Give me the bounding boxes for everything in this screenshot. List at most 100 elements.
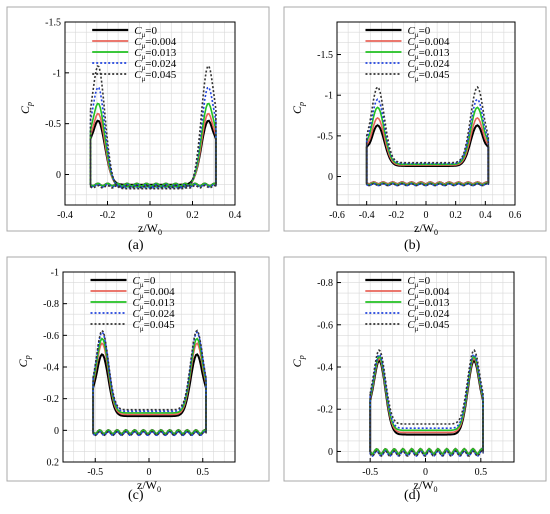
legend-label-symbol: C — [133, 308, 141, 320]
legend-label-value: =0.024 — [144, 308, 175, 320]
y-tick-label: 0.2 — [47, 458, 60, 469]
y-tick-label: -0.4 — [43, 363, 59, 374]
x-tick-label: -0.5 — [362, 467, 378, 478]
legend-label: Cμ=0.004 — [133, 286, 176, 300]
x-tick-label: -0.2 — [100, 210, 116, 221]
legend-label-sub: μ — [142, 75, 146, 83]
legend-label-sub: μ — [140, 303, 144, 311]
caption-d: (d) — [404, 488, 421, 503]
y-tick-label: -0.2 — [43, 394, 59, 405]
y-tick-label: 0 — [328, 447, 333, 458]
legend-label-sub: μ — [415, 53, 419, 61]
legend-label-symbol: C — [407, 47, 415, 59]
legend-label: Cμ=0.013 — [407, 297, 450, 311]
legend-label-sub: μ — [140, 292, 144, 300]
legend-label-symbol: C — [407, 69, 415, 81]
legend-label-sub: μ — [140, 281, 144, 289]
legend-label: Cμ=0 — [407, 275, 430, 289]
legend-label-value: =0.013 — [145, 47, 176, 59]
y-tick-label: -1.5 — [317, 50, 333, 61]
y-tick-label: -0.5 — [45, 119, 61, 130]
legend-label-sub: μ — [415, 75, 419, 83]
y-tick-label: -0.8 — [43, 299, 59, 310]
legend-label-value: =0.045 — [419, 69, 450, 81]
legend-label-value: =0.024 — [145, 58, 176, 70]
legend-label-value: =0.045 — [144, 319, 175, 331]
legend-label-sub: μ — [415, 292, 419, 300]
x-tick-label: 0.4 — [479, 210, 492, 221]
y-tick-label: 0 — [56, 170, 61, 181]
legend-label-sub: μ — [142, 42, 146, 50]
series-line-3 — [89, 86, 217, 189]
legend-label-sub: μ — [142, 53, 146, 61]
legend-label-symbol: C — [407, 25, 415, 37]
y-tick-label: -0.2 — [317, 405, 333, 416]
series-line-0 — [369, 359, 484, 456]
x-axis-label: z/W0 — [137, 478, 161, 494]
legend-label-value: =0.045 — [418, 319, 449, 331]
y-axis-label: Cp — [18, 102, 34, 114]
legend-label-value: =0.004 — [144, 286, 175, 298]
x-tick-label: 0.2 — [186, 210, 199, 221]
panel-frame — [6, 6, 270, 232]
x-tick-label: 0 — [423, 467, 428, 478]
legend-label-symbol: C — [407, 286, 415, 298]
legend-label-value: =0.024 — [419, 58, 450, 70]
x-tick-label: 0.5 — [197, 467, 210, 478]
series-group — [89, 65, 217, 190]
y-axis-label-sub: p — [23, 355, 32, 360]
x-axis-label-sub: 0 — [157, 485, 161, 494]
x-tick-label: 0.5 — [475, 467, 488, 478]
y-tick-label: 0 — [54, 426, 59, 437]
x-tick-label: 0 — [147, 467, 152, 478]
legend-label-symbol: C — [407, 36, 415, 48]
legend-label: Cμ=0.004 — [407, 36, 450, 50]
grid — [65, 22, 235, 205]
legend-label-sub: μ — [415, 303, 419, 311]
legend-label-symbol: C — [134, 47, 142, 59]
legend-label-sub: μ — [142, 64, 146, 72]
legend-label-symbol: C — [407, 308, 415, 320]
legend-label-value: =0.004 — [419, 36, 450, 48]
y-tick-label: -1 — [51, 268, 59, 279]
legend-label-value: =0.004 — [145, 36, 176, 48]
legend-label-value: =0 — [418, 275, 430, 287]
x-tick-label: -0.4 — [359, 210, 375, 221]
y-tick-label: -1.5 — [45, 18, 61, 29]
x-axis-label: z/W0 — [414, 221, 438, 237]
x-tick-label: 0 — [148, 210, 153, 221]
x-tick-label: -0.2 — [388, 210, 404, 221]
x-axis-label: z/W0 — [414, 478, 438, 494]
x-axis-label-sub: 0 — [434, 485, 438, 494]
legend-label: Cμ=0.024 — [134, 58, 177, 72]
x-tick-label: -0.6 — [329, 210, 345, 221]
x-axis-label-sub: 0 — [158, 228, 162, 237]
legend-label-sub: μ — [415, 31, 419, 39]
legend-label-symbol: C — [134, 36, 142, 48]
legend-label: Cμ=0 — [133, 275, 156, 289]
series-line-0 — [92, 353, 207, 435]
legend-label: Cμ=0.045 — [134, 69, 177, 83]
y-axis-label: Cp — [290, 355, 306, 367]
legend-label: Cμ=0.013 — [134, 47, 177, 61]
x-tick-label: 0.4 — [229, 210, 242, 221]
y-axis-label: Cp — [290, 102, 306, 114]
legend-label: Cμ=0.004 — [134, 36, 177, 50]
legend-label-sub: μ — [415, 314, 419, 322]
legend-label-sub: μ — [140, 314, 144, 322]
legend-label-value: =0 — [145, 25, 157, 37]
legend-label-sub: μ — [415, 281, 419, 289]
legend-label-symbol: C — [407, 275, 415, 287]
legend-label: Cμ=0 — [134, 25, 157, 39]
panel-frame — [283, 6, 547, 232]
legend-label-symbol: C — [407, 297, 415, 309]
caption-b: (b) — [404, 238, 421, 253]
chart-panel-1: -0.6 -0.4 -0.2 0 0.2 0.4 0.6-1.5-1-0.50z/W0CpC… — [283, 6, 547, 237]
y-tick-label: -1 — [325, 91, 333, 102]
legend-label-symbol: C — [133, 286, 141, 298]
legend-label-value: =0 — [144, 275, 156, 287]
legend-label-value: =0.045 — [145, 69, 176, 81]
x-tick-label: 0.2 — [449, 210, 462, 221]
